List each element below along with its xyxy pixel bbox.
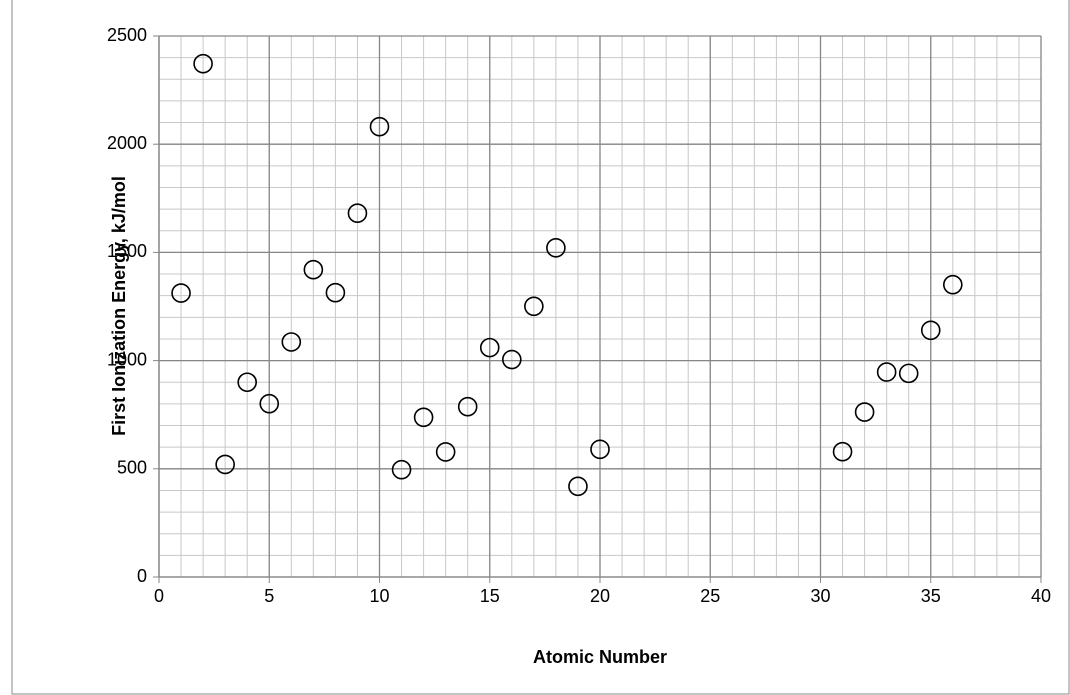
- y-tick-label: 500: [117, 458, 147, 478]
- point: [171, 283, 191, 303]
- point: [259, 393, 280, 414]
- point: [325, 282, 346, 303]
- x-tick-label: 15: [480, 586, 500, 606]
- point: [942, 274, 963, 295]
- y-tick-label: 2000: [107, 133, 147, 153]
- x-tick-label: 20: [590, 586, 610, 606]
- point: [854, 402, 875, 422]
- y-tick-label: 0: [137, 566, 147, 586]
- y-tick-label: 2500: [107, 25, 147, 45]
- x-tick-label: 0: [154, 586, 164, 606]
- point: [281, 332, 302, 352]
- point: [435, 442, 456, 462]
- point: [413, 407, 434, 428]
- point: [546, 238, 566, 258]
- point: [920, 320, 941, 341]
- point: [391, 459, 412, 480]
- point: [501, 349, 522, 370]
- x-tick-label: 25: [700, 586, 720, 606]
- point: [237, 372, 257, 393]
- point: [215, 454, 235, 475]
- point: [832, 441, 853, 462]
- chart-border: [11, 0, 1070, 695]
- y-tick-label: 1500: [107, 241, 147, 261]
- point: [347, 203, 368, 224]
- point: [457, 396, 478, 417]
- x-tick-label: 30: [810, 586, 830, 606]
- point: [898, 363, 919, 384]
- point: [524, 296, 544, 317]
- y-tick-label: 1000: [107, 349, 147, 369]
- x-tick-label: 35: [921, 586, 941, 606]
- point: [479, 337, 500, 358]
- point: [369, 116, 390, 137]
- y-axis-label: First Ionization Energy, kJ/mol: [109, 176, 129, 436]
- point: [876, 362, 897, 382]
- point: [590, 439, 610, 460]
- point: [193, 53, 213, 74]
- x-tick-label: 40: [1031, 586, 1051, 606]
- point: [568, 476, 588, 497]
- point: [303, 259, 324, 280]
- x-tick-label: 10: [369, 586, 389, 606]
- x-axis-label: Atomic Number: [533, 647, 667, 667]
- x-tick-label: 5: [264, 586, 274, 606]
